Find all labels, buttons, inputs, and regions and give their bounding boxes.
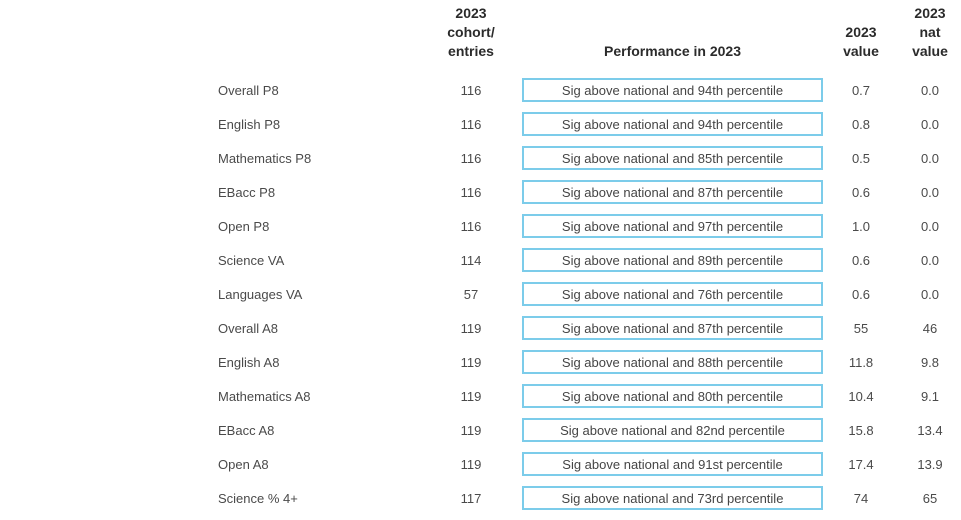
table-row: Open P8 116 Sig above national and 97th …	[0, 209, 961, 243]
nat-value-2023: 0.0	[920, 116, 940, 132]
nat-value-2023: 13.4	[917, 422, 943, 438]
header-2023-nat-value: 2023 nat value	[899, 4, 961, 62]
table-row: Open A8 119 Sig above national and 91st …	[0, 447, 961, 481]
nat-value-2023: 9.1	[920, 388, 940, 404]
cohort-entries-value: 119	[460, 456, 482, 472]
nat-value-2023: 0.0	[920, 82, 940, 98]
table-row: English P8 116 Sig above national and 94…	[0, 107, 961, 141]
nat-value-2023: 0.0	[920, 218, 940, 234]
row-label: Overall P8	[218, 82, 279, 98]
table-row: Science VA 114 Sig above national and 89…	[0, 243, 961, 277]
table-body: Overall P8 116 Sig above national and 94…	[0, 73, 961, 515]
row-label: English A8	[218, 354, 280, 370]
value-2023: 17.4	[848, 456, 874, 472]
performance-indicator[interactable]: Sig above national and 88th percentile	[522, 350, 823, 374]
value-2023: 0.8	[851, 116, 871, 132]
value-2023: 55	[853, 320, 869, 336]
value-2023: 0.6	[851, 184, 871, 200]
header-2023-value: 2023 value	[823, 23, 899, 62]
table-row: Overall P8 116 Sig above national and 94…	[0, 73, 961, 107]
row-label: EBacc A8	[218, 422, 275, 438]
header-line: 2023	[845, 24, 877, 40]
performance-indicator[interactable]: Sig above national and 91st percentile	[522, 452, 823, 476]
performance-indicator[interactable]: Sig above national and 85th percentile	[522, 146, 823, 170]
nat-value-2023: 0.0	[920, 150, 940, 166]
row-label: Open P8	[218, 218, 270, 234]
value-2023: 10.4	[848, 388, 874, 404]
table-header-row: 2023 cohort/ entries Performance in 2023…	[0, 0, 961, 62]
performance-indicator[interactable]: Sig above national and 87th percentile	[522, 316, 823, 340]
cohort-entries-value: 116	[460, 150, 482, 166]
nat-value-2023: 46	[922, 320, 938, 336]
cohort-entries-value: 116	[460, 184, 482, 200]
row-label: Languages VA	[218, 286, 303, 302]
table-row: Science % 4+ 117 Sig above national and …	[0, 481, 961, 515]
cohort-entries-value: 114	[460, 252, 482, 268]
cohort-entries-value: 119	[460, 388, 482, 404]
header-line: Performance in 2023	[604, 43, 741, 59]
performance-indicator[interactable]: Sig above national and 80th percentile	[522, 384, 823, 408]
value-2023: 0.6	[851, 252, 871, 268]
header-cohort-entries: 2023 cohort/ entries	[420, 4, 522, 62]
value-2023: 0.6	[851, 286, 871, 302]
header-line: cohort/	[447, 24, 495, 40]
cohort-entries-value: 116	[460, 82, 482, 98]
header-line: value	[843, 43, 879, 59]
table-row: Mathematics P8 116 Sig above national an…	[0, 141, 961, 175]
performance-indicator[interactable]: Sig above national and 76th percentile	[522, 282, 823, 306]
cohort-entries-value: 119	[460, 422, 482, 438]
performance-indicator[interactable]: Sig above national and 97th percentile	[522, 214, 823, 238]
row-label: English P8	[218, 116, 281, 132]
nat-value-2023: 13.9	[917, 456, 943, 472]
table-row: EBacc A8 119 Sig above national and 82nd…	[0, 413, 961, 447]
performance-indicator[interactable]: Sig above national and 89th percentile	[522, 248, 823, 272]
table-row: Mathematics A8 119 Sig above national an…	[0, 379, 961, 413]
row-label: Science % 4+	[218, 490, 298, 506]
cohort-entries-value: 116	[460, 218, 482, 234]
value-2023: 11.8	[848, 354, 874, 370]
header-line: value	[912, 43, 948, 59]
nat-value-2023: 0.0	[920, 252, 940, 268]
cohort-entries-value: 57	[463, 286, 479, 302]
nat-value-2023: 0.0	[920, 184, 940, 200]
value-2023: 74	[853, 490, 869, 506]
row-label: Overall A8	[218, 320, 278, 336]
nat-value-2023: 9.8	[920, 354, 940, 370]
value-2023: 1.0	[851, 218, 871, 234]
header-line: entries	[448, 43, 494, 59]
row-label: Science VA	[218, 252, 285, 268]
performance-indicator[interactable]: Sig above national and 82nd percentile	[522, 418, 823, 442]
cohort-entries-value: 117	[460, 490, 482, 506]
row-label: EBacc P8	[218, 184, 276, 200]
cohort-entries-value: 119	[460, 320, 482, 336]
table-row: Languages VA 57 Sig above national and 7…	[0, 277, 961, 311]
row-label: Mathematics A8	[218, 388, 311, 404]
performance-indicator[interactable]: Sig above national and 87th percentile	[522, 180, 823, 204]
value-2023: 15.8	[848, 422, 874, 438]
header-line: nat	[919, 24, 941, 40]
cohort-entries-value: 119	[460, 354, 482, 370]
row-label: Mathematics P8	[218, 150, 312, 166]
table-row: EBacc P8 116 Sig above national and 87th…	[0, 175, 961, 209]
header-label-spacer	[0, 61, 420, 62]
performance-indicator[interactable]: Sig above national and 94th percentile	[522, 112, 823, 136]
header-line: 2023	[914, 5, 946, 21]
nat-value-2023: 0.0	[920, 286, 940, 302]
row-label: Open A8	[218, 456, 269, 472]
value-2023: 0.5	[851, 150, 871, 166]
table-row: Overall A8 119 Sig above national and 87…	[0, 311, 961, 345]
header-line: 2023	[455, 5, 487, 21]
table-row: English A8 119 Sig above national and 88…	[0, 345, 961, 379]
value-2023: 0.7	[851, 82, 871, 98]
performance-indicator[interactable]: Sig above national and 73rd percentile	[522, 486, 823, 510]
cohort-entries-value: 116	[460, 116, 482, 132]
nat-value-2023: 65	[922, 490, 938, 506]
header-performance: Performance in 2023	[522, 42, 823, 62]
performance-indicator[interactable]: Sig above national and 94th percentile	[522, 78, 823, 102]
